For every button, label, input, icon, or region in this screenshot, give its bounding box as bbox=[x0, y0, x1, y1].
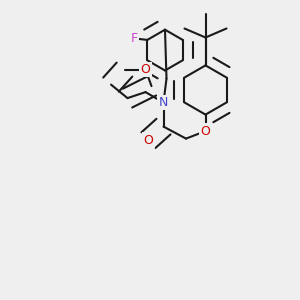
Text: N: N bbox=[159, 96, 168, 109]
Text: O: O bbox=[144, 134, 153, 147]
Text: O: O bbox=[201, 124, 210, 138]
Text: F: F bbox=[130, 32, 137, 45]
Text: O: O bbox=[141, 63, 150, 76]
